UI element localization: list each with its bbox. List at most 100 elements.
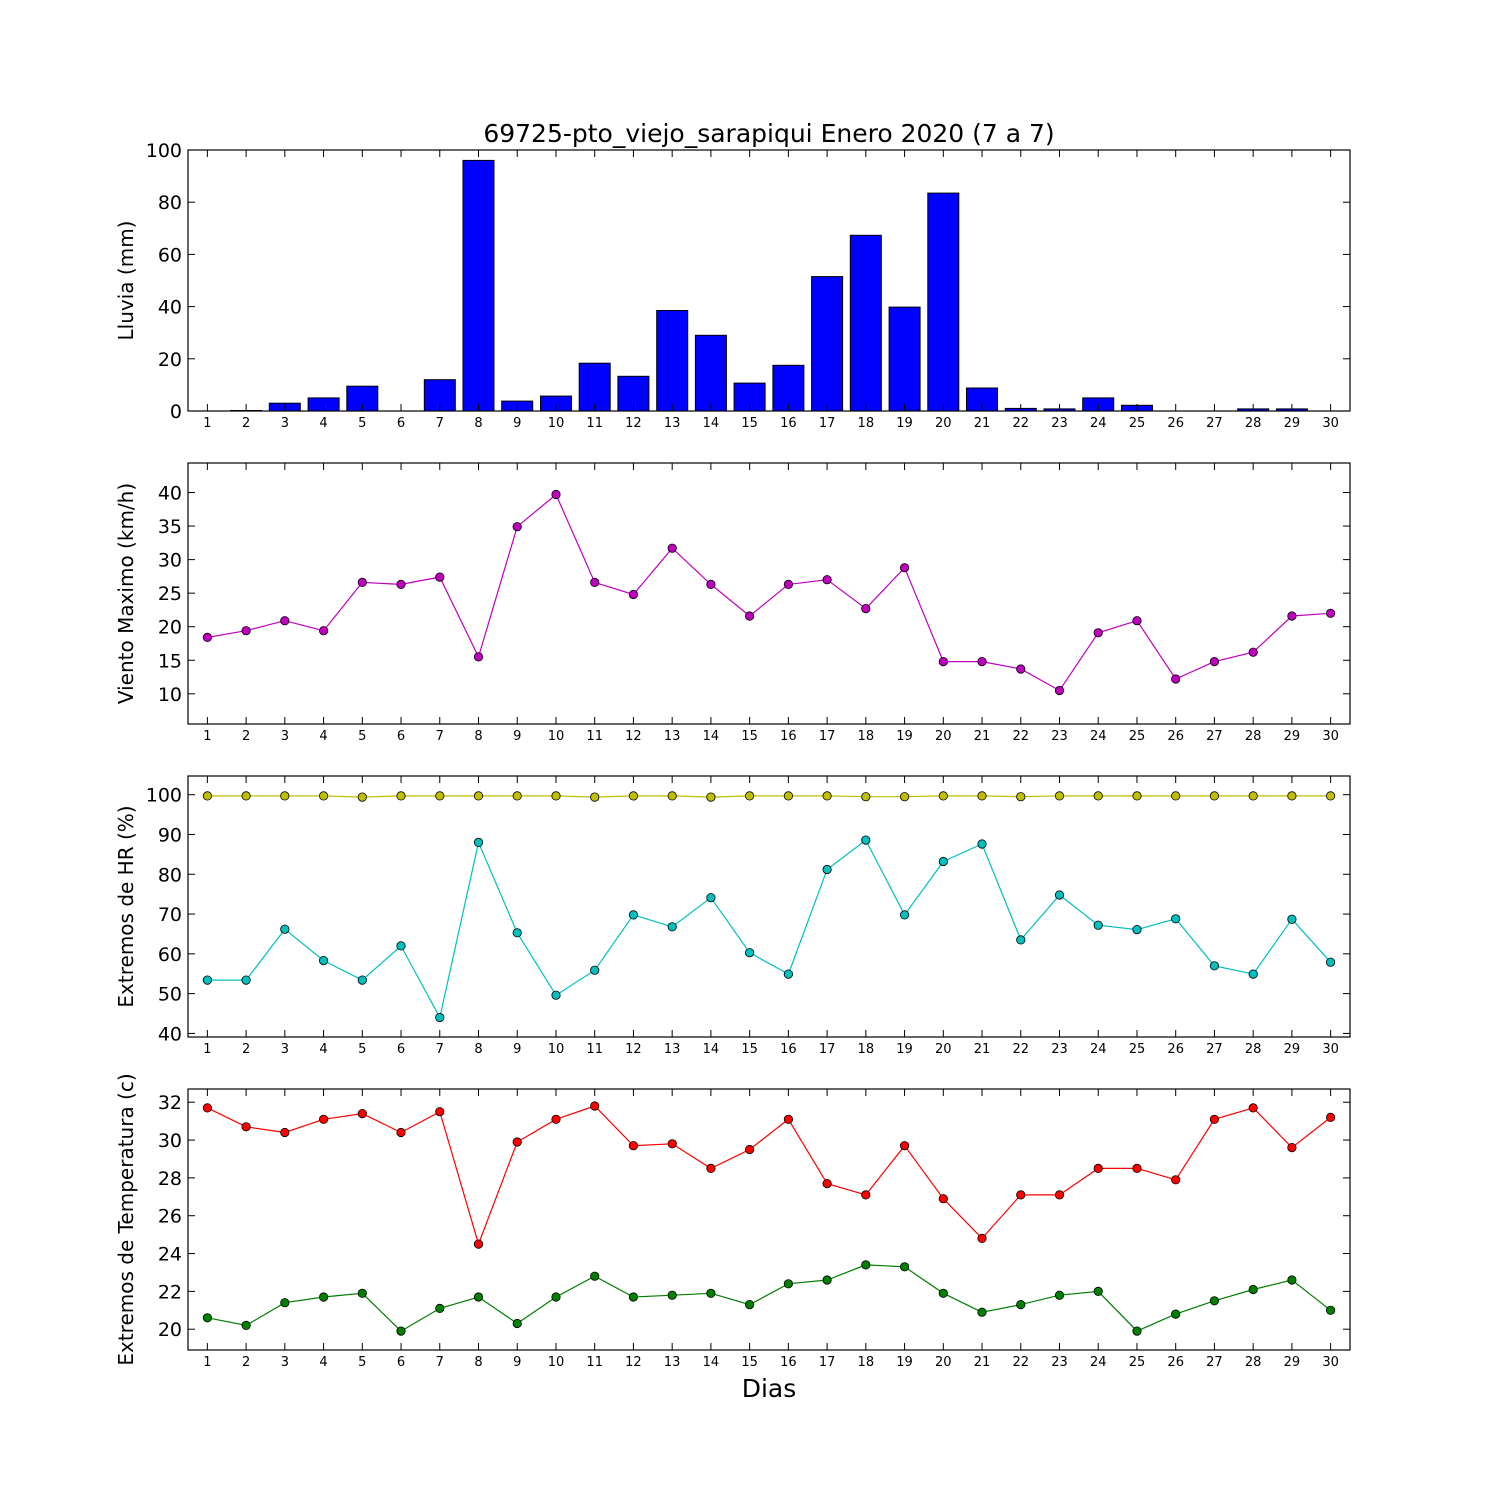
x-tick-label: 3 bbox=[281, 416, 289, 431]
x-tick-label: 29 bbox=[1284, 729, 1301, 744]
x-tick-label: 6 bbox=[397, 1042, 405, 1057]
x-tick-label: 17 bbox=[819, 1042, 836, 1057]
point-day-29 bbox=[1287, 791, 1297, 801]
point-day-15 bbox=[744, 791, 755, 801]
point-day-17 bbox=[822, 791, 832, 801]
x-tick-label: 25 bbox=[1129, 416, 1146, 431]
x-tick-label: 16 bbox=[780, 729, 797, 744]
x-tick-label: 9 bbox=[513, 416, 521, 431]
point-day-6 bbox=[396, 579, 406, 590]
x-tick-label: 28 bbox=[1245, 416, 1262, 431]
x-tick-label: 12 bbox=[625, 416, 642, 431]
point-day-18 bbox=[861, 1190, 871, 1200]
point-day-19 bbox=[899, 910, 910, 920]
x-tick-label: 26 bbox=[1167, 1355, 1184, 1370]
x-tick-label: 6 bbox=[397, 1355, 405, 1370]
bar-day-18 bbox=[849, 234, 882, 412]
x-tick-label: 11 bbox=[586, 1355, 603, 1370]
x-tick-label: 21 bbox=[974, 416, 991, 431]
x-tick-label: 14 bbox=[703, 1042, 720, 1057]
y-tick-label: 25 bbox=[158, 583, 182, 605]
x-tick-label: 23 bbox=[1051, 729, 1068, 744]
x-tick-label: 19 bbox=[896, 416, 913, 431]
y-tick-label: 80 bbox=[158, 864, 182, 886]
x-tick-label: 13 bbox=[664, 1042, 681, 1057]
plot-frame bbox=[187, 775, 1351, 1038]
point-day-16 bbox=[783, 579, 794, 590]
chart-title: 69725-pto_viejo_sarapiqui Enero 2020 (7 … bbox=[483, 119, 1054, 148]
point-day-23 bbox=[1054, 685, 1065, 696]
x-tick-label: 27 bbox=[1206, 1042, 1223, 1057]
x-tick-label: 9 bbox=[513, 729, 521, 744]
series-line-1 bbox=[207, 795, 1331, 798]
point-day-25 bbox=[1132, 924, 1142, 935]
point-day-30 bbox=[1326, 1305, 1336, 1315]
point-day-9 bbox=[512, 1137, 522, 1147]
point-day-3 bbox=[280, 924, 290, 934]
point-day-16 bbox=[783, 1279, 794, 1289]
x-tick-label: 27 bbox=[1206, 1355, 1223, 1370]
point-day-20 bbox=[938, 656, 948, 667]
point-day-9 bbox=[512, 1318, 522, 1329]
y-tick-label: 0 bbox=[170, 401, 182, 423]
point-day-21 bbox=[977, 839, 987, 849]
y-tick-label: 35 bbox=[158, 516, 182, 538]
x-tick-label: 24 bbox=[1090, 416, 1107, 431]
point-day-19 bbox=[899, 1141, 910, 1151]
x-tick-label: 17 bbox=[819, 416, 836, 431]
series-line-1 bbox=[207, 1105, 1331, 1246]
y-tick-label: 15 bbox=[158, 650, 182, 672]
y-tick-label: 20 bbox=[158, 617, 182, 639]
x-tick-label: 3 bbox=[281, 1355, 289, 1370]
point-day-28 bbox=[1248, 1284, 1258, 1295]
point-day-20 bbox=[938, 856, 948, 867]
point-day-22 bbox=[1016, 664, 1026, 674]
x-tick-label: 20 bbox=[935, 1042, 952, 1057]
point-day-11 bbox=[590, 965, 600, 975]
point-day-27 bbox=[1209, 961, 1220, 971]
point-day-12 bbox=[628, 791, 639, 801]
point-day-4 bbox=[318, 955, 329, 966]
point-day-23 bbox=[1054, 890, 1065, 900]
x-tick-label: 10 bbox=[548, 416, 565, 431]
x-tick-label: 2 bbox=[242, 416, 250, 431]
x-tick-label: 30 bbox=[1322, 1042, 1339, 1057]
point-day-10 bbox=[551, 990, 561, 1000]
point-day-21 bbox=[977, 1233, 987, 1244]
x-tick-label: 8 bbox=[474, 729, 482, 744]
x-tick-label: 23 bbox=[1051, 416, 1068, 431]
x-tick-label: 7 bbox=[436, 729, 444, 744]
point-day-26 bbox=[1171, 674, 1181, 684]
y-axis-label: Extremos de Temperatura (c) bbox=[114, 1073, 138, 1365]
bar-day-8 bbox=[462, 159, 495, 412]
x-tick-label: 22 bbox=[1012, 416, 1029, 431]
point-day-28 bbox=[1248, 791, 1258, 801]
point-day-30 bbox=[1326, 608, 1336, 618]
x-tick-label: 15 bbox=[741, 729, 758, 744]
x-tick-label: 12 bbox=[625, 729, 642, 744]
point-day-15 bbox=[744, 948, 755, 958]
point-day-23 bbox=[1054, 1290, 1065, 1300]
x-tick-label: 10 bbox=[548, 729, 565, 744]
bar-day-20 bbox=[927, 192, 960, 412]
bar-day-19 bbox=[888, 306, 921, 412]
point-day-2 bbox=[241, 1320, 251, 1331]
x-tick-label: 21 bbox=[974, 1042, 991, 1057]
point-day-1 bbox=[202, 1103, 212, 1113]
x-tick-label: 9 bbox=[513, 1042, 521, 1057]
point-day-10 bbox=[551, 1114, 561, 1124]
point-day-22 bbox=[1016, 1190, 1026, 1200]
point-day-12 bbox=[628, 1141, 639, 1151]
point-day-12 bbox=[628, 1292, 639, 1302]
point-day-19 bbox=[899, 563, 910, 573]
point-day-3 bbox=[280, 1127, 290, 1138]
point-day-11 bbox=[590, 1271, 600, 1281]
x-tick-label: 24 bbox=[1090, 1042, 1107, 1057]
bar-day-14 bbox=[694, 334, 727, 412]
x-tick-label: 29 bbox=[1284, 416, 1301, 431]
x-tick-label: 3 bbox=[281, 1042, 289, 1057]
y-tick-label: 70 bbox=[158, 904, 182, 926]
point-day-19 bbox=[899, 1262, 910, 1272]
series-line-2 bbox=[207, 839, 1332, 1020]
x-tick-label: 28 bbox=[1245, 1355, 1262, 1370]
